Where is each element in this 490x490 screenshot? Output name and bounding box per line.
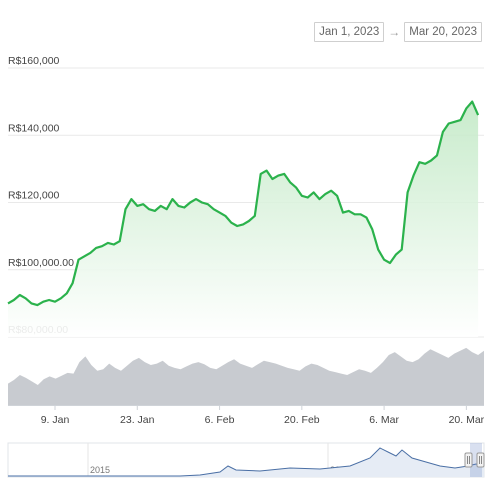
x-tick-label: 23. Jan — [120, 414, 155, 426]
price-series — [7, 100, 480, 337]
range-from-input[interactable]: Jan 1, 2023 — [314, 22, 385, 42]
y-axis: R$80,000.00R$100,000.00R$120,000R$140,00… — [8, 55, 74, 336]
y-tick-label: R$100,000.00 — [8, 257, 74, 269]
x-tick-label: 20. Feb — [284, 414, 320, 426]
y-tick-label: R$140,000 — [8, 122, 60, 134]
x-axis: 9. Jan 23. Jan 6. Feb 20. Feb 6. Mar 20. Mar — [8, 405, 485, 426]
price-line — [7, 100, 480, 307]
x-tick-label: 6. Feb — [205, 414, 235, 426]
navigator-line — [8, 447, 485, 477]
x-tick-label: 9. Jan — [41, 414, 70, 426]
y-tick-label: R$120,000 — [8, 190, 60, 202]
x-tick-label: 20. Mar — [449, 414, 485, 426]
range-arrow-icon: → — [388, 25, 401, 39]
volume-series — [8, 347, 484, 405]
volume-area — [8, 347, 484, 405]
price-area — [8, 101, 479, 337]
navigator-handle-left[interactable] — [464, 452, 473, 468]
x-tick-label: 6. Mar — [369, 414, 399, 426]
navigator-selection[interactable] — [470, 443, 482, 477]
date-range-selector: Jan 1, 2023 → Mar 20, 2023 — [314, 22, 482, 42]
navigator[interactable]: 20152020 — [7, 442, 485, 478]
y-tick-label: R$160,000 — [8, 55, 60, 67]
navigator-area — [8, 448, 484, 477]
navigator-tick-label: 2015 — [90, 465, 110, 475]
range-to-input[interactable]: Mar 20, 2023 — [404, 22, 482, 42]
navigator-handle-right[interactable] — [476, 452, 485, 468]
